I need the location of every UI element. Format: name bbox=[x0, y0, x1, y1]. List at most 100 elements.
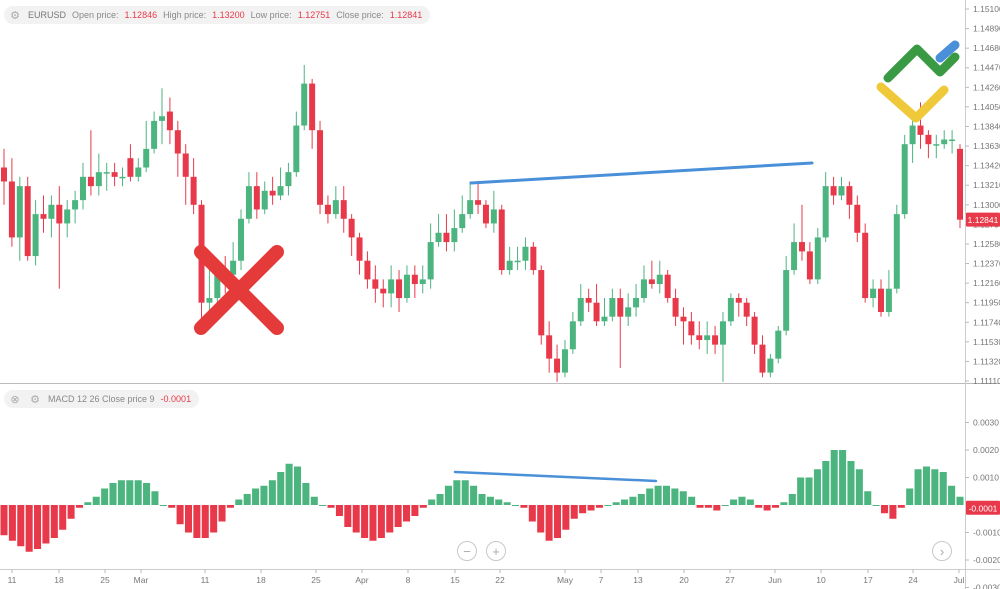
time-tick-label: 8 bbox=[406, 575, 411, 585]
candle-body bbox=[411, 274, 418, 285]
price-tick-label: 1.14680 bbox=[973, 43, 1000, 53]
macd-bar bbox=[109, 483, 117, 505]
macd-bar bbox=[310, 496, 318, 505]
close-icon[interactable]: ⊗ bbox=[10, 393, 20, 406]
macd-bar bbox=[746, 499, 754, 505]
candle-body bbox=[506, 260, 513, 271]
candle-body bbox=[467, 200, 474, 215]
macd-bar bbox=[201, 505, 209, 538]
time-tick-label: 15 bbox=[450, 575, 460, 585]
scroll-right-button[interactable]: › bbox=[932, 541, 952, 561]
candle-body bbox=[609, 298, 616, 317]
candle-body bbox=[230, 260, 237, 275]
macd-bar bbox=[226, 505, 234, 508]
macd-bar bbox=[830, 450, 838, 505]
close-value: 1.12841 bbox=[389, 10, 423, 20]
macd-bar bbox=[218, 505, 226, 522]
candle-body bbox=[277, 186, 284, 196]
macd-bar bbox=[771, 505, 780, 508]
zoom-out-button[interactable]: − bbox=[457, 541, 477, 561]
candle-body bbox=[206, 298, 213, 303]
macd-trend-line bbox=[453, 470, 658, 483]
time-tick-label: Jul bbox=[954, 575, 965, 585]
candle-body bbox=[269, 190, 276, 196]
macd-last-text: -0.0001 bbox=[969, 503, 998, 513]
time-tick-label: 27 bbox=[725, 575, 735, 585]
candle-body bbox=[32, 214, 39, 257]
settings-gear-icon[interactable]: ⚙ bbox=[10, 9, 20, 22]
macd-bar bbox=[126, 480, 134, 505]
candle-body bbox=[435, 232, 442, 243]
zoom-in-button[interactable]: + bbox=[486, 541, 506, 561]
macd-tick-label: -0.0020 bbox=[973, 555, 1000, 565]
candle-body bbox=[909, 125, 916, 145]
macd-bar bbox=[528, 505, 536, 522]
candle-body bbox=[135, 167, 142, 177]
candle-body bbox=[593, 302, 600, 322]
logo-green-chevron bbox=[883, 44, 960, 83]
candle-body bbox=[16, 186, 23, 238]
macd-tick-label: -0.0010 bbox=[973, 528, 1000, 538]
candle-body bbox=[656, 274, 663, 285]
macd-bar bbox=[545, 505, 553, 541]
candle-body bbox=[214, 270, 221, 299]
macd-bar bbox=[855, 469, 863, 505]
macd-bar bbox=[587, 505, 595, 511]
candle-body bbox=[459, 214, 466, 229]
macd-bar bbox=[461, 480, 469, 505]
macd-bar bbox=[797, 477, 805, 505]
candle-body bbox=[688, 321, 695, 336]
candle-body bbox=[522, 246, 529, 261]
candle-body bbox=[838, 186, 845, 196]
macd-bar bbox=[721, 505, 729, 506]
macd-bar bbox=[17, 505, 25, 547]
macd-bar bbox=[302, 483, 310, 505]
candle-body bbox=[530, 246, 537, 271]
price-tick-label: 1.13420 bbox=[973, 161, 1000, 171]
macd-bar bbox=[428, 499, 436, 505]
price-tick-label: 1.12160 bbox=[973, 278, 1000, 288]
candle-body bbox=[427, 242, 434, 280]
candle-body bbox=[854, 204, 861, 233]
candle-body bbox=[569, 321, 576, 350]
open-value: 1.12846 bbox=[124, 10, 158, 20]
candle-body bbox=[633, 298, 640, 308]
macd-last-box bbox=[966, 500, 1000, 515]
candle-body bbox=[103, 172, 110, 174]
candle-body bbox=[190, 176, 197, 205]
time-tick-label: 25 bbox=[100, 575, 110, 585]
candle-body bbox=[372, 279, 379, 289]
macd-bar bbox=[59, 505, 67, 530]
macd-bar bbox=[335, 505, 343, 516]
candle-body bbox=[830, 186, 837, 196]
macd-tick-label: -0.0030 bbox=[973, 583, 1000, 589]
candle-body bbox=[151, 120, 158, 149]
macd-tick-label: 0.0010 bbox=[973, 473, 999, 483]
candle-body bbox=[95, 172, 102, 187]
symbol-label: EURUSD bbox=[28, 10, 67, 20]
candle-body bbox=[680, 316, 687, 322]
macd-bar bbox=[159, 505, 167, 506]
candle-body bbox=[893, 214, 900, 289]
candle-body bbox=[735, 298, 742, 303]
macd-bar bbox=[470, 485, 478, 505]
macd-bar bbox=[327, 505, 335, 508]
candle-body bbox=[814, 237, 821, 280]
settings-gear-icon[interactable]: ⚙ bbox=[30, 393, 40, 406]
price-tick-label: 1.11950 bbox=[973, 298, 1000, 308]
macd-bar bbox=[101, 488, 109, 505]
time-tick-label: 13 bbox=[633, 575, 643, 585]
macd-bar bbox=[486, 496, 494, 505]
macd-bar bbox=[260, 485, 268, 505]
macd-bar bbox=[176, 505, 184, 525]
candle-body bbox=[24, 186, 31, 257]
candle-body bbox=[332, 200, 339, 215]
candle-body bbox=[119, 176, 126, 179]
candle-body bbox=[672, 298, 679, 317]
candle-body bbox=[356, 237, 363, 261]
macd-bar bbox=[193, 505, 201, 538]
close-label: Close price: bbox=[336, 10, 384, 20]
macd-bar bbox=[268, 480, 276, 505]
candle-body bbox=[751, 316, 758, 345]
